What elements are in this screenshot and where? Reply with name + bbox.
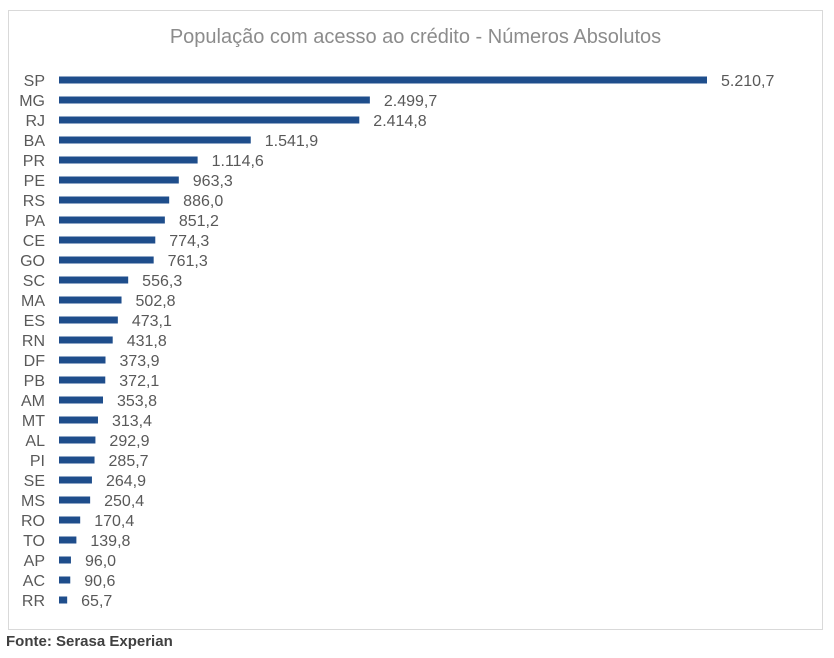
category-label-pr: PR <box>23 153 45 170</box>
bar-df <box>59 356 106 364</box>
value-label-pi: 285,7 <box>109 453 149 470</box>
category-label-rr: RR <box>22 593 45 610</box>
bar-ce <box>59 236 156 244</box>
bar-al <box>59 436 96 444</box>
bar-ro <box>59 516 81 524</box>
value-label-mg: 2.499,7 <box>384 93 437 110</box>
bar-ma <box>59 296 122 304</box>
value-label-go: 761,3 <box>168 253 208 270</box>
bar-rs <box>59 196 170 204</box>
bar-go <box>59 256 154 264</box>
category-label-go: GO <box>20 253 45 270</box>
value-label-pa: 851,2 <box>179 213 219 230</box>
value-label-rr: 65,7 <box>81 593 112 610</box>
value-label-ce: 774,3 <box>169 233 209 250</box>
bar-pb <box>59 376 106 384</box>
category-label-ap: AP <box>24 553 45 570</box>
bar-rn <box>59 336 113 344</box>
value-label-rj: 2.414,8 <box>373 113 426 130</box>
value-label-sp: 5.210,7 <box>721 73 774 90</box>
value-label-se: 264,9 <box>106 473 146 490</box>
bar-sc <box>59 276 129 284</box>
value-label-ro: 170,4 <box>94 513 134 530</box>
bar-pe <box>59 176 179 184</box>
category-label-pi: PI <box>30 453 45 470</box>
category-label-ro: RO <box>21 513 45 530</box>
category-label-pb: PB <box>24 373 45 390</box>
category-label-ba: BA <box>24 133 46 150</box>
category-label-se: SE <box>24 473 45 490</box>
bar-mt <box>59 416 98 424</box>
category-label-mg: MG <box>19 93 45 110</box>
category-label-pe: PE <box>24 173 45 190</box>
value-label-mt: 313,4 <box>112 413 152 430</box>
bar-ms <box>59 496 91 504</box>
category-label-mt: MT <box>22 413 45 430</box>
bar-ac <box>59 576 71 584</box>
category-label-al: AL <box>25 433 45 450</box>
bar-pa <box>59 216 165 224</box>
category-label-sp: SP <box>24 73 45 90</box>
bar-se <box>59 476 92 484</box>
category-label-ac: AC <box>23 573 45 590</box>
bar-ba <box>59 136 251 144</box>
value-label-rs: 886,0 <box>183 193 223 210</box>
bar-rr <box>59 596 68 604</box>
bar-es <box>59 316 118 324</box>
bar-am <box>59 396 103 404</box>
value-label-to: 139,8 <box>90 533 130 550</box>
category-label-rs: RS <box>23 193 45 210</box>
value-label-pr: 1.114,6 <box>212 153 264 170</box>
value-label-pb: 372,1 <box>119 373 159 390</box>
bar-mg <box>59 96 370 104</box>
category-label-df: DF <box>24 353 46 370</box>
value-label-ma: 502,8 <box>136 293 176 310</box>
value-label-es: 473,1 <box>132 313 172 330</box>
value-label-ms: 250,4 <box>104 493 144 510</box>
bar-pr <box>59 156 198 164</box>
value-label-pe: 963,3 <box>193 173 233 190</box>
value-label-al: 292,9 <box>109 433 149 450</box>
value-label-rn: 431,8 <box>127 333 167 350</box>
value-label-ac: 90,6 <box>84 573 115 590</box>
value-label-sc: 556,3 <box>142 273 182 290</box>
category-label-rn: RN <box>22 333 45 350</box>
value-label-am: 353,8 <box>117 393 157 410</box>
value-label-ap: 96,0 <box>85 553 116 570</box>
category-label-sc: SC <box>23 273 45 290</box>
category-label-rj: RJ <box>25 113 45 130</box>
category-label-es: ES <box>24 313 45 330</box>
bar-ap <box>59 556 71 564</box>
category-label-ma: MA <box>21 293 45 310</box>
value-label-ba: 1.541,9 <box>265 133 318 150</box>
chart-frame <box>8 10 823 630</box>
source-note: Fonte: Serasa Experian <box>6 633 173 650</box>
category-label-to: TO <box>23 533 45 550</box>
category-label-ms: MS <box>21 493 45 510</box>
bar-pi <box>59 456 95 464</box>
category-label-am: AM <box>21 393 45 410</box>
bar-to <box>59 536 77 544</box>
category-label-pa: PA <box>25 213 45 230</box>
category-label-ce: CE <box>23 233 45 250</box>
chart-title: População com acesso ao crédito - Número… <box>169 26 662 48</box>
value-label-df: 373,9 <box>119 353 159 370</box>
bar-rj <box>59 116 360 124</box>
bar-sp <box>59 76 707 84</box>
